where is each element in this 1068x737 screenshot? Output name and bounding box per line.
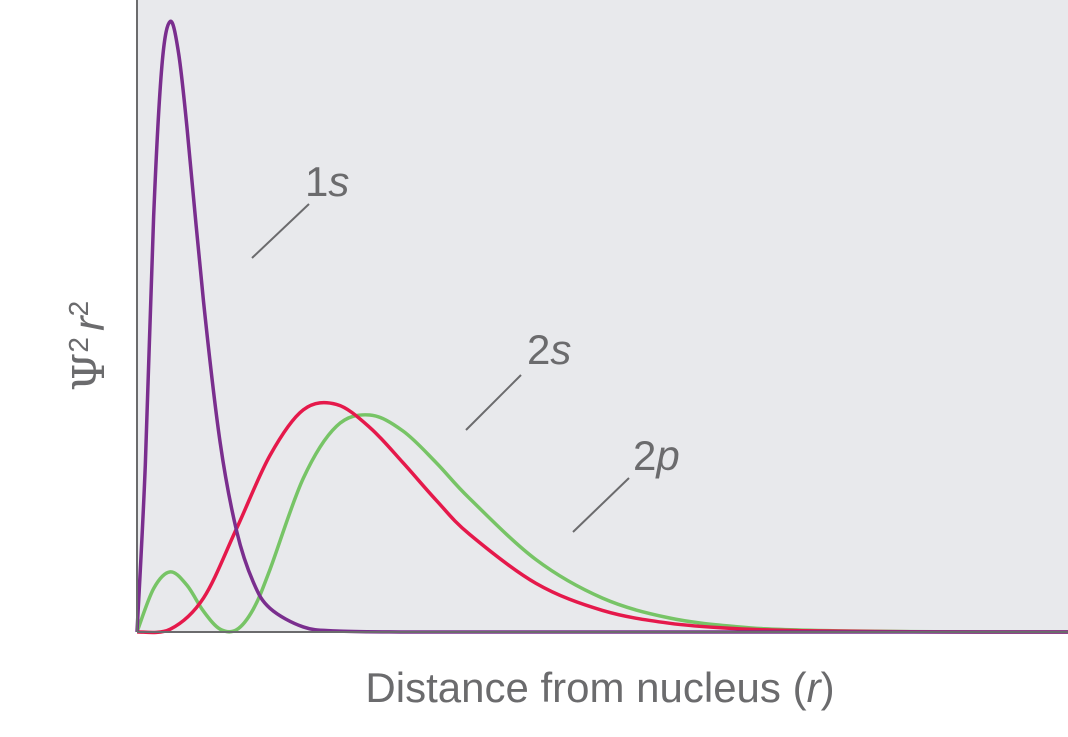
series-label-1s: 1s [305,158,349,205]
series-label-1s-number: 1 [305,158,328,205]
series-label-2s: 2s [527,326,571,373]
x-axis-label-close: ) [821,664,835,711]
x-axis-label: Distance from nucleus (r) [365,664,834,711]
series-label-2p: 2p [633,432,680,479]
label-leader-2p [572,477,630,533]
label-leader-1s [251,203,310,259]
series-label-2s-letter: s [550,326,571,373]
y-axis-label-r: r [65,314,114,331]
label-leader-2s [465,374,522,431]
series-label-1s-letter: s [328,158,349,205]
x-axis-label-variable: r [807,664,823,711]
y-axis-label: Ψ2r2 [63,301,115,391]
y-axis-label-r-exponent: 2 [63,301,94,317]
series-label-2p-letter: p [654,432,679,479]
x-axis-label-main: Distance from nucleus ( [365,664,806,711]
y-axis-label-psi: Ψ [64,353,115,392]
series-label-2s-number: 2 [527,326,550,373]
plot-background [137,0,1068,632]
series-label-2p-number: 2 [633,432,656,479]
y-axis-label-psi-exponent: 2 [63,337,94,353]
series-line-2s [135,413,1068,634]
